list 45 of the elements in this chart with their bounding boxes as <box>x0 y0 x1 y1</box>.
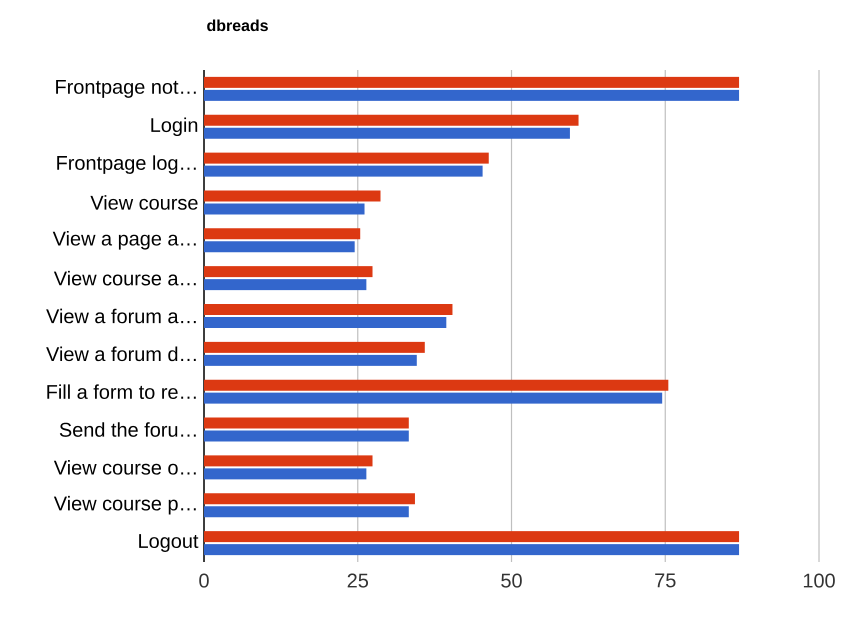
y-tick-label: Send the foru… <box>60 422 196 437</box>
y-tick-label: View course p… <box>54 496 196 515</box>
bar <box>204 354 417 366</box>
bar <box>204 531 740 542</box>
chart-title: dbreads <box>207 19 268 32</box>
bar <box>204 392 662 404</box>
bar <box>204 316 446 328</box>
bar <box>204 128 570 139</box>
x-tick-label: 75 <box>655 574 676 588</box>
bar <box>204 152 489 164</box>
bar <box>204 279 366 290</box>
y-tick-label: Frontpage not… <box>56 80 196 98</box>
bar <box>204 493 415 504</box>
x-tick-label: 100 <box>804 574 835 588</box>
bar <box>204 455 373 466</box>
y-tick-label: View a forum d… <box>46 346 196 362</box>
y-tick-label: Logout <box>139 534 198 552</box>
bar <box>204 203 365 214</box>
y-tick-label: View course <box>90 195 198 210</box>
y-tick-label: View course a… <box>54 270 196 286</box>
bar <box>204 380 668 391</box>
y-tick-label: Login <box>151 117 198 136</box>
bar <box>204 342 425 353</box>
bar <box>204 418 409 429</box>
bar <box>204 304 452 315</box>
bar <box>204 544 740 556</box>
bar <box>204 190 381 202</box>
bar <box>204 241 355 252</box>
bar <box>204 506 409 518</box>
y-tick-label: View course o… <box>54 460 196 475</box>
bar <box>204 90 740 101</box>
bar <box>204 166 483 177</box>
y-tick-label: Frontpage log… <box>57 155 196 174</box>
bar <box>204 228 360 240</box>
bar <box>204 430 409 442</box>
bar <box>204 266 373 278</box>
y-tick-label: View a forum a… <box>46 308 196 324</box>
x-tick-label: 50 <box>501 574 522 588</box>
y-tick-label: View a page a… <box>52 231 196 250</box>
y-tick-label: Fill a form to re… <box>47 384 196 399</box>
bar <box>204 114 579 126</box>
x-tick-label: 25 <box>348 574 368 588</box>
bar <box>204 468 366 480</box>
bar <box>204 76 740 88</box>
x-tick-label: 0 <box>199 574 209 588</box>
